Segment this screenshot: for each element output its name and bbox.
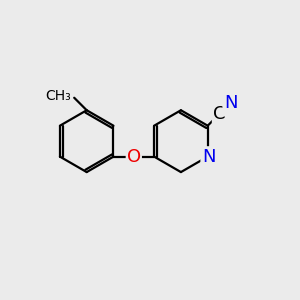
Text: O: O [127, 148, 141, 166]
Text: C: C [213, 105, 225, 123]
Text: N: N [202, 148, 215, 166]
Text: CH₃: CH₃ [45, 89, 71, 103]
Text: N: N [224, 94, 237, 112]
